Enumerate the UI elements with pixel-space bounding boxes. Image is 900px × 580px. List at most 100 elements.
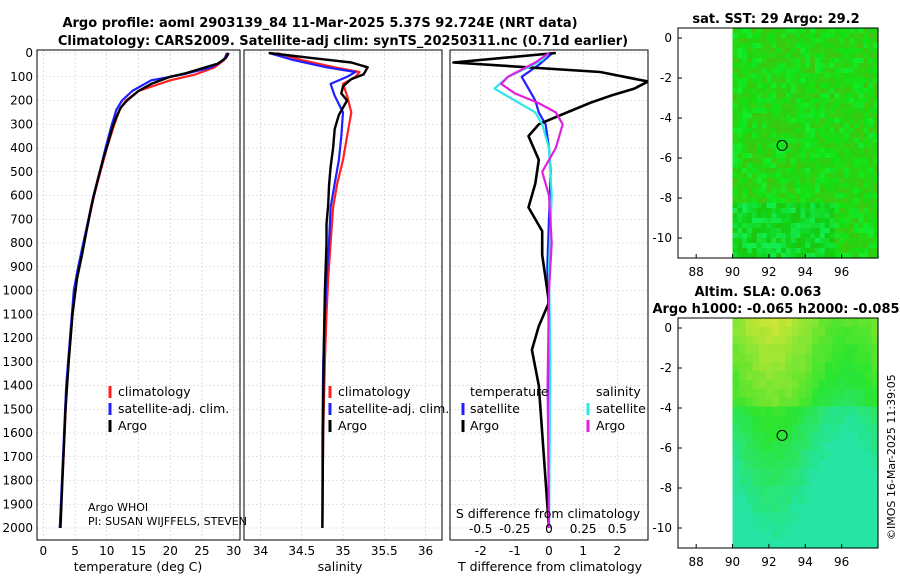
map-cell: [752, 406, 760, 416]
map-cell: [824, 133, 831, 139]
map-cell: [776, 138, 782, 144]
map-cell: [742, 168, 748, 174]
map-cell: [766, 38, 772, 44]
map-cell: [853, 123, 860, 129]
map-cell: [785, 63, 792, 69]
map-cell: [831, 433, 839, 443]
series-line-argo: [59, 52, 230, 529]
map-cell: [771, 68, 777, 74]
map-cell: [853, 83, 860, 89]
map-cell: [829, 148, 835, 154]
map-cell: [752, 539, 760, 549]
map-cell: [761, 138, 767, 144]
map-cell: [756, 188, 763, 194]
map-cell: [771, 98, 777, 104]
map-cell: [815, 78, 821, 84]
map-cell: [858, 63, 864, 69]
map-cell: [800, 108, 806, 114]
map-cell: [838, 468, 846, 478]
map-cell: [858, 128, 864, 134]
map-cell: [838, 539, 846, 549]
temperature-xlabel: temperature (deg C): [74, 559, 203, 574]
map-cell: [761, 133, 767, 139]
map-cell: [864, 379, 872, 390]
map-cell: [756, 213, 763, 219]
map-cell: [761, 108, 767, 114]
map-cell: [839, 183, 845, 189]
map-cell: [752, 344, 760, 354]
map-cell: [858, 415, 866, 425]
y-tick-label: 1700: [2, 450, 33, 464]
map-cell: [868, 33, 874, 39]
y-tick-label: 900: [10, 260, 33, 274]
map-cell: [853, 193, 860, 199]
map-cell: [839, 243, 845, 249]
map-cell: [752, 494, 760, 505]
map-cell: [761, 48, 767, 54]
map-cell: [778, 353, 786, 363]
map-cell: [745, 344, 753, 354]
map-cell: [844, 193, 850, 199]
map-cell: [851, 486, 859, 496]
map-cell: [771, 208, 777, 214]
map-cell: [785, 168, 792, 174]
map-cell: [766, 58, 772, 64]
map-cell: [785, 486, 793, 496]
map-cell: [761, 93, 767, 99]
map-cell: [785, 253, 792, 259]
map-cell: [818, 433, 826, 443]
credit-source: Argo WHOI: [88, 501, 148, 514]
map-cell: [751, 248, 758, 254]
map-cell: [751, 28, 758, 34]
map-cell: [795, 88, 801, 94]
map-cell: [839, 113, 845, 119]
map-cell: [785, 138, 792, 144]
map-cell: [792, 397, 800, 407]
map-cell: [790, 243, 797, 249]
y-tick-label: 1000: [2, 284, 33, 298]
map-cell: [778, 539, 786, 549]
map-cell: [873, 98, 879, 104]
map-cell: [759, 406, 767, 416]
map-x-tick-label: 90: [725, 265, 740, 279]
map-cell: [805, 218, 811, 224]
map-cell: [761, 58, 767, 64]
map-cell: [739, 424, 747, 434]
map-cell: [732, 133, 738, 139]
map-cell: [868, 208, 874, 214]
legend-climatology: climatology: [118, 384, 191, 399]
map-cell: [732, 486, 740, 496]
map-cell: [838, 415, 846, 425]
map-cell: [771, 148, 777, 154]
map-cell: [838, 486, 846, 496]
map-cell: [815, 253, 821, 259]
map-cell: [873, 173, 879, 179]
map-cell: [795, 43, 801, 49]
map-cell: [825, 539, 833, 549]
map-cell: [795, 238, 801, 244]
map-cell: [778, 459, 786, 469]
map-cell: [732, 103, 738, 109]
map-cell: [759, 477, 767, 487]
map-cell: [742, 183, 748, 189]
map-cell: [868, 193, 874, 199]
map-cell: [853, 78, 860, 84]
map-cell: [811, 415, 820, 425]
map-cell: [800, 228, 806, 234]
map-cell: [785, 68, 792, 74]
map-cell: [853, 203, 860, 209]
map-cell: [873, 243, 879, 249]
map-cell: [811, 379, 820, 390]
map-cell: [824, 93, 831, 99]
map-cell: [761, 118, 767, 124]
map-cell: [761, 68, 767, 74]
map-cell: [818, 477, 826, 487]
map-cell: [737, 43, 743, 49]
map-cell: [756, 198, 763, 204]
map-cell: [858, 153, 864, 159]
map-cell: [800, 168, 806, 174]
map-cell: [732, 335, 740, 346]
map-cell: [785, 424, 793, 434]
map-cell: [765, 335, 773, 346]
map-cell: [834, 93, 840, 99]
